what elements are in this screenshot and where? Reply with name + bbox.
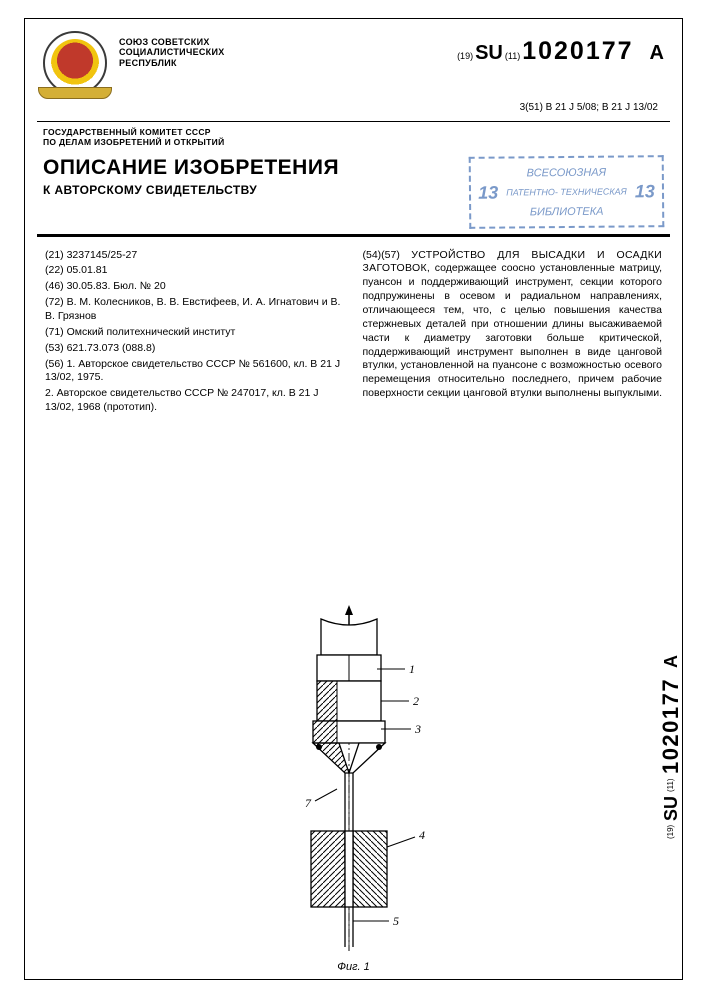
ussr-emblem-icon	[43, 31, 107, 95]
biblio-71: (71) Омский политехнический институт	[45, 326, 345, 340]
side-code-19: (19)	[666, 825, 675, 839]
abstract-body: содержащее соосно установленные матрицу,…	[363, 262, 663, 399]
ipc-classification: 3(51) B 21 J 5/08; B 21 J 13/02	[321, 99, 682, 119]
document-title: ОПИСАНИЕ ИЗОБРЕТЕНИЯ	[43, 156, 339, 180]
stamp-num: 13	[635, 180, 655, 201]
stamp-row: 13 ПАТЕНТНО- ТЕХНИЧЕСКАЯ 13	[478, 180, 655, 203]
side-country: SU	[661, 796, 682, 821]
biblio-56b: 2. Авторское свидетельство СССР № 247017…	[45, 387, 345, 415]
fig-label: 5	[393, 914, 399, 928]
union-line: РЕСПУБЛИК	[119, 58, 225, 68]
divider-thin	[37, 121, 670, 122]
country-code: SU	[475, 42, 503, 65]
biblio-46: (46) 30.05.83. Бюл. № 20	[45, 280, 345, 294]
stamp-line: БИБЛИОТЕКА	[530, 205, 604, 218]
document-subtitle: К АВТОРСКОМУ СВИДЕТЕЛЬСТВУ	[43, 183, 339, 197]
bibliography-column: (21) 3237145/25-27 (22) 05.01.81 (46) 30…	[45, 249, 345, 417]
abstract-column: (54)(57) УСТРОЙСТВО ДЛЯ ВЫСАДКИ И ОСАДКИ…	[363, 249, 663, 417]
fig-label: 7	[305, 796, 312, 810]
biblio-72: (72) В. М. Колесников, В. В. Евстифеев, …	[45, 296, 345, 324]
code-11: (11)	[505, 51, 520, 61]
fig-label: 1	[409, 662, 415, 676]
biblio-22: (22) 05.01.81	[45, 264, 345, 278]
code-19: (19)	[457, 51, 473, 61]
sub-header: ГОСУДАРСТВЕННЫЙ КОМИТЕТ СССР ПО ДЕЛАМ ИЗ…	[25, 128, 682, 154]
committee-name: ГОСУДАРСТВЕННЫЙ КОМИТЕТ СССР ПО ДЕЛАМ ИЗ…	[43, 128, 224, 148]
side-code-11: (11)	[666, 778, 675, 792]
side-suffix: A	[661, 655, 682, 668]
figure-area: 1 2 3 7 4 5	[25, 601, 682, 961]
biblio-53: (53) 621.73.073 (088.8)	[45, 342, 345, 356]
divider-thick	[37, 234, 670, 237]
union-line: СОЦИАЛИСТИЧЕСКИХ	[119, 47, 225, 57]
fig-label: 3	[414, 722, 421, 736]
side-number: 1020177	[658, 678, 684, 774]
stamp-num: 13	[478, 182, 498, 203]
committee-line: ПО ДЕЛАМ ИЗОБРЕТЕНИЙ И ОТКРЫТИЙ	[43, 138, 224, 148]
fig-label: 4	[419, 828, 425, 842]
body-columns: (21) 3237145/25-27 (22) 05.01.81 (46) 30…	[25, 241, 682, 417]
figure-1-diagram: 1 2 3 7 4 5	[239, 601, 469, 961]
union-line: СОЮЗ СОВЕТСКИХ	[119, 37, 225, 47]
doc-suffix: A	[650, 42, 664, 65]
abstract-text: (54)(57) УСТРОЙСТВО ДЛЯ ВЫСАДКИ И ОСАДКИ…	[363, 249, 663, 401]
figure-caption: Фиг. 1	[25, 961, 682, 973]
biblio-56a: (56) 1. Авторское свидетельство СССР № 5…	[45, 358, 345, 386]
side-document-code: (19) SU (11) 1020177 A	[658, 655, 684, 839]
page-frame: СОЮЗ СОВЕТСКИХ СОЦИАЛИСТИЧЕСКИХ РЕСПУБЛИ…	[24, 18, 683, 980]
library-stamp: ВСЕСОЮЗНАЯ 13 ПАТЕНТНО- ТЕХНИЧЕСКАЯ 13 Б…	[469, 155, 665, 229]
stamp-mid: ПАТЕНТНО- ТЕХНИЧЕСКАЯ	[506, 186, 627, 197]
stamp-line: ВСЕСОЮЗНАЯ	[527, 166, 607, 179]
header: СОЮЗ СОВЕТСКИХ СОЦИАЛИСТИЧЕСКИХ РЕСПУБЛИ…	[25, 19, 682, 99]
abstract-code: (54)(57)	[363, 249, 412, 261]
doc-number: 1020177	[522, 37, 633, 66]
title-block: ОПИСАНИЕ ИЗОБРЕТЕНИЯ К АВТОРСКОМУ СВИДЕТ…	[25, 154, 682, 228]
fig-label: 2	[413, 694, 419, 708]
title-wrapper: ОПИСАНИЕ ИЗОБРЕТЕНИЯ К АВТОРСКОМУ СВИДЕТ…	[43, 156, 339, 197]
document-code: (19) SU (11) 1020177 A	[457, 31, 664, 66]
union-name: СОЮЗ СОВЕТСКИХ СОЦИАЛИСТИЧЕСКИХ РЕСПУБЛИ…	[119, 31, 225, 68]
biblio-21: (21) 3237145/25-27	[45, 249, 345, 263]
